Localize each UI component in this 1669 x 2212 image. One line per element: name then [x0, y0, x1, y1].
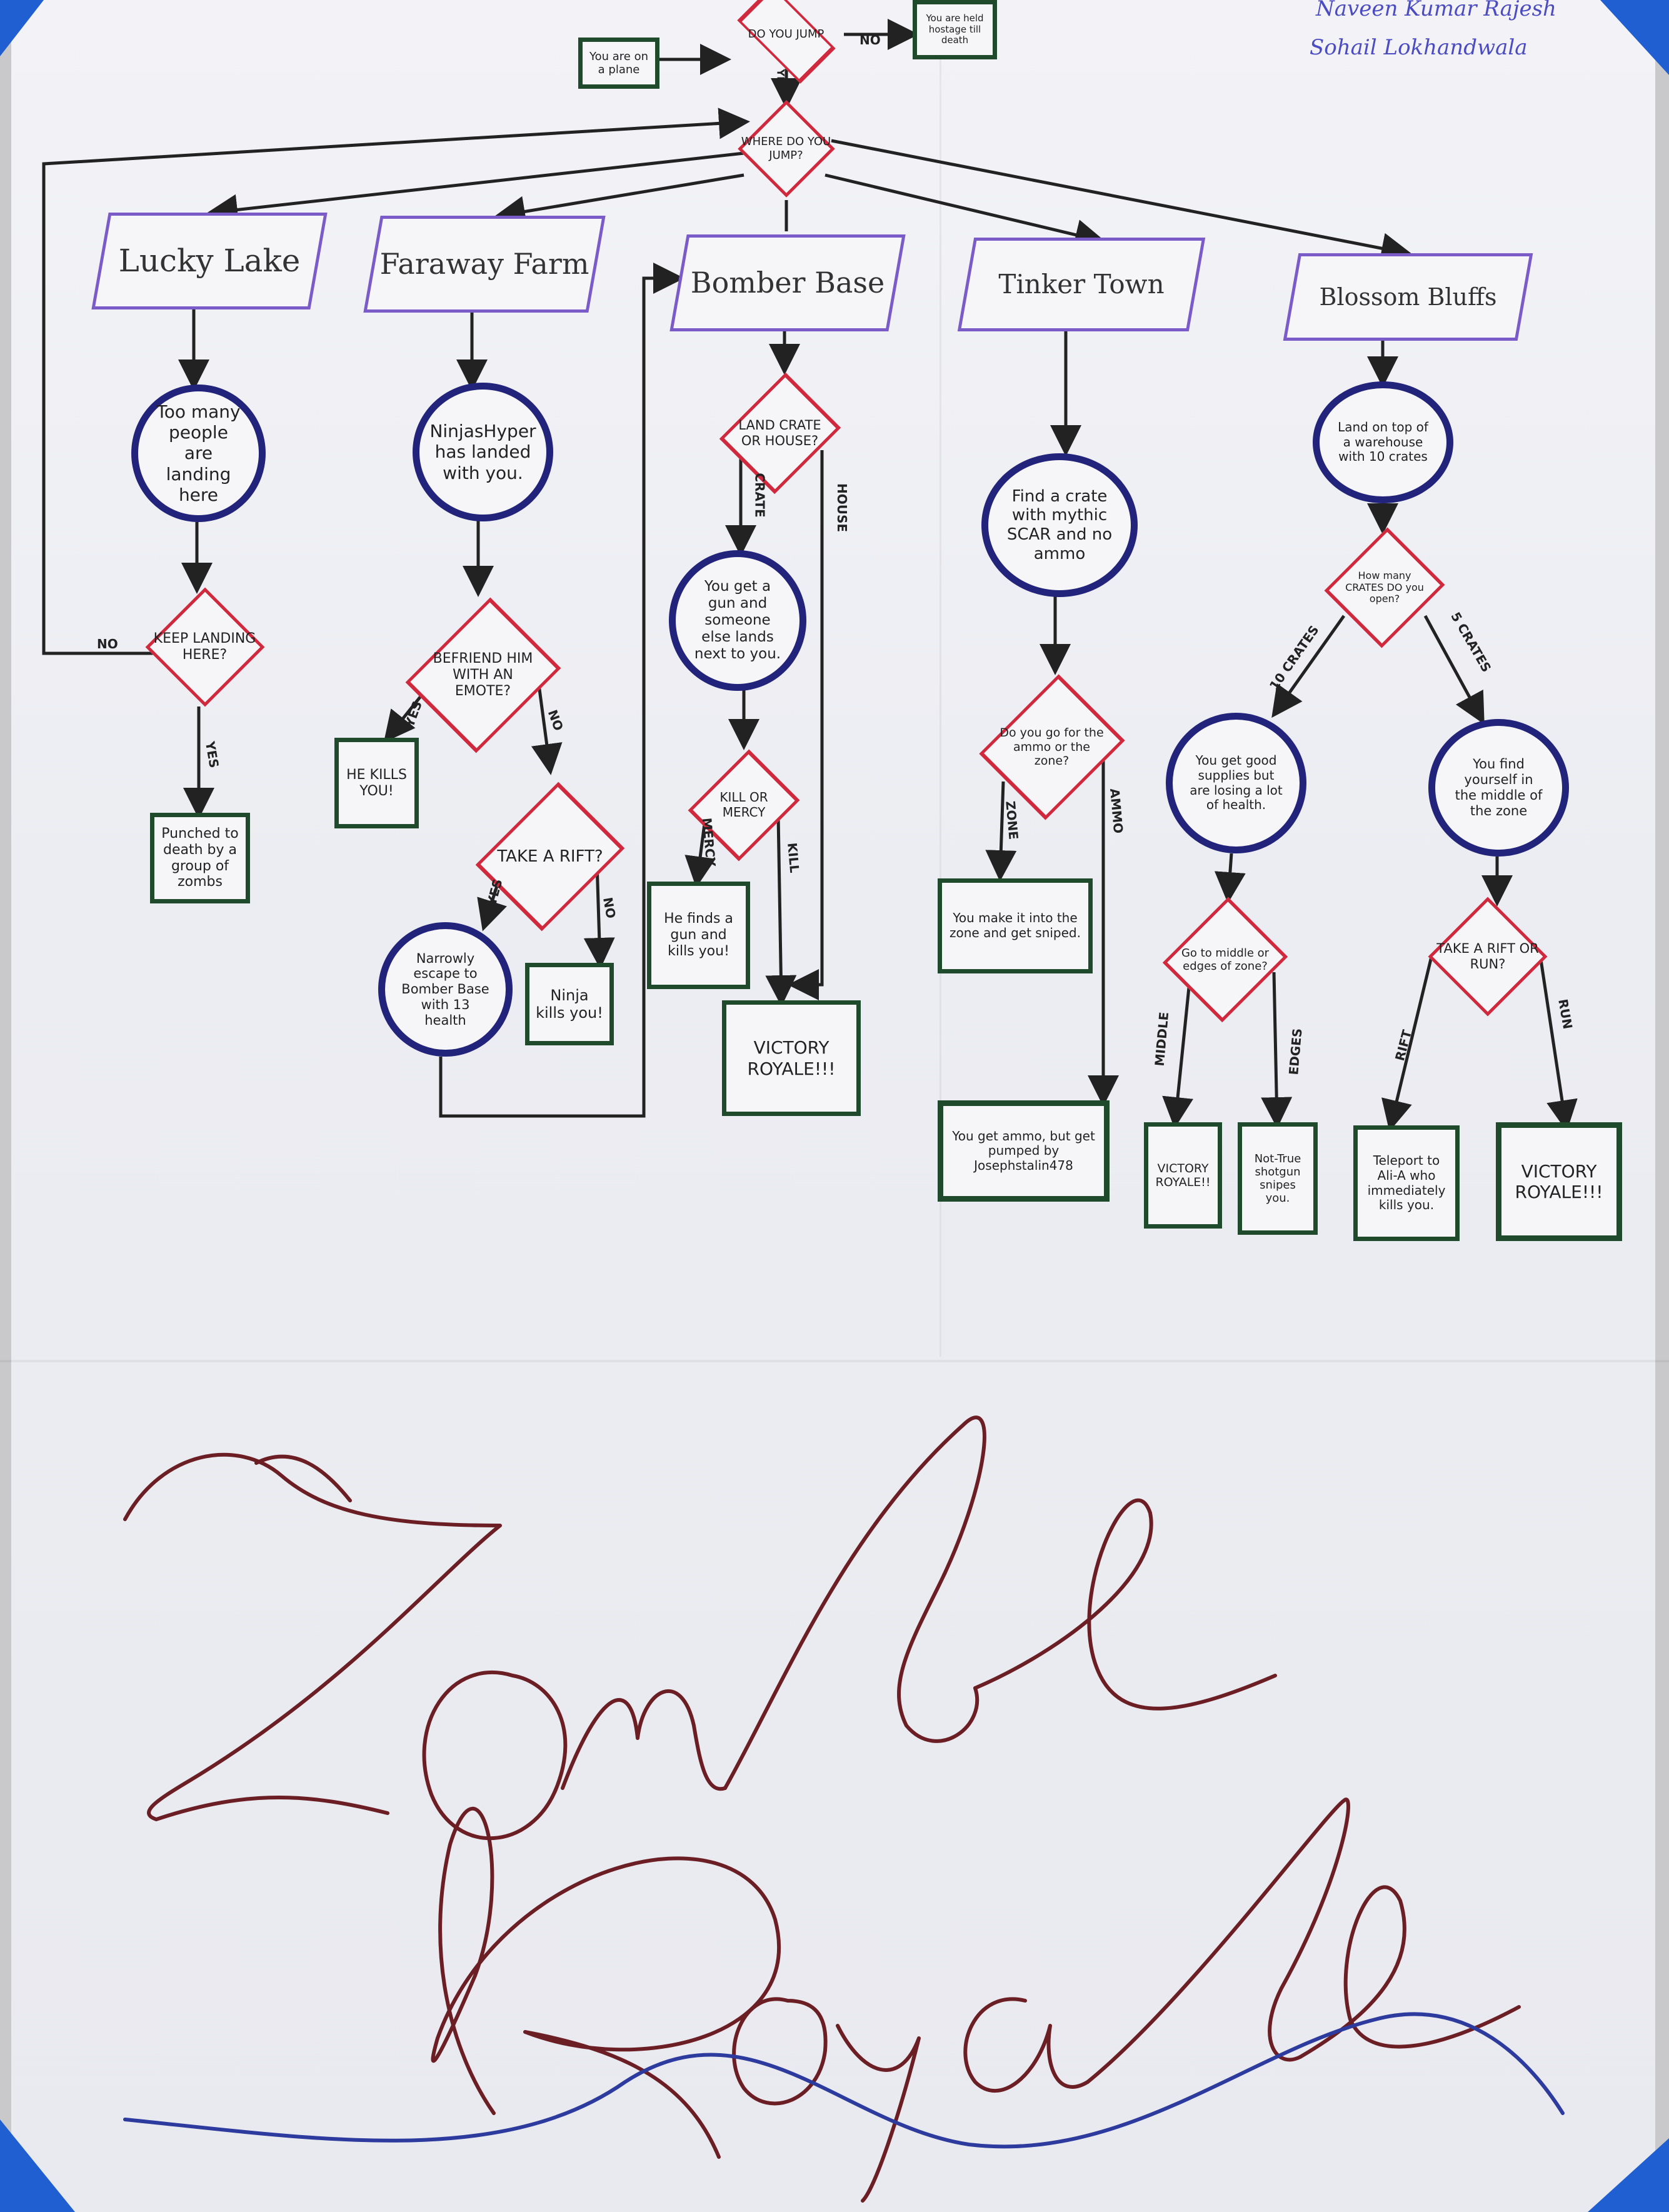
edge-land-house — [788, 450, 824, 1000]
edge-rift-no — [583, 862, 615, 969]
node-ff-kills: HE KILLS YOU! — [334, 738, 419, 828]
node-bl-q-middle: Go to middle or edges of zone? — [1162, 897, 1288, 1023]
node-ff-escape: Narrowly escape to Bomber Base with 13 h… — [378, 922, 513, 1057]
edge-where-blossom — [831, 139, 1413, 264]
edge-befriend-no — [531, 675, 563, 775]
node-ff-q-rift: TAKE A RIFT? — [475, 769, 625, 944]
node-bl-q-crates: How many CRATES DO you open? — [1324, 527, 1445, 648]
node-ff-ninjas: NinjasHyper has landed with you. — [413, 383, 553, 521]
node-ll-q-keep: KEEP LANDING HERE? — [145, 587, 264, 707]
node-bb-victory: VICTORY ROYALE!!! — [722, 1000, 861, 1116]
node-tt-sniped: You make it into the zone and get sniped… — [938, 878, 1093, 973]
node-held-hostage: You are held hostage till death — [913, 0, 997, 59]
node-bb-q-kill: KILL OR MERCY — [688, 744, 800, 866]
title-letter-e — [1298, 1885, 1521, 2059]
node-bl-supplies: You get good supplies but are losing a l… — [1166, 713, 1306, 853]
title-letter-o2 — [732, 1997, 828, 2106]
tape-top-left — [0, 0, 44, 56]
node-tt-pumped: You get ammo, but get pumped by Josephst… — [938, 1100, 1110, 1202]
node-tt-q-zone: Do you go for the ammo or the zone? — [978, 669, 1125, 825]
node-bb-finds-gun: He finds a gun and kills you! — [647, 882, 750, 989]
node-q-where: WHERE DO YOU JUMP? — [737, 99, 835, 198]
node-q-jump: DO YOU JUMP — [725, 0, 847, 84]
edge-rift — [1381, 956, 1433, 1132]
node-tt-crate: Find a crate with mythic SCAR and no amm… — [981, 453, 1138, 597]
edge-escape-bomber — [439, 263, 684, 1118]
paper-fold-line — [940, 0, 941, 1357]
title-letter-m — [561, 1689, 727, 1791]
author-name-2: Sohail Lokhandwala — [1310, 35, 1528, 60]
edge-keep-no-loop — [42, 108, 750, 655]
edge-where-tinker — [824, 173, 1106, 251]
author-name-1: Naveen Kumar Rajesh — [1316, 0, 1556, 21]
location-blossom-bluffs: Blossom Bluffs — [1283, 253, 1533, 341]
node-start: You are on a plane — [578, 38, 659, 89]
edge-where-farm — [494, 173, 744, 228]
edge-run — [1539, 959, 1578, 1132]
title-letter-z — [123, 1452, 502, 1821]
edge-zone — [985, 781, 1017, 882]
title-letter-r — [431, 1806, 781, 2159]
label-no-keep: NO — [97, 636, 118, 651]
node-ll-crowd: Too many people are landing here — [131, 385, 266, 522]
node-bl-victory-1: VICTORY ROYALE!! — [1144, 1122, 1222, 1229]
edge-kill — [765, 815, 797, 1007]
node-bl-zone: You find yourself in the middle of the z… — [1428, 719, 1569, 857]
location-faraway-farm: Faraway Farm — [363, 216, 606, 313]
location-bomber-base: Bomber Base — [669, 234, 906, 331]
edge-supplies-middle — [1214, 853, 1246, 903]
edge-edges — [1261, 972, 1293, 1129]
node-ff-ninja-kills: Ninja kills you! — [525, 963, 614, 1045]
paper-fold-line — [0, 1360, 1669, 1362]
title-letter-a — [963, 1997, 1090, 2093]
node-bl-q-rift: TAKE A RIFT OR RUN? — [1428, 897, 1548, 1017]
node-bb-gun: You get a gun and someone else lands nex… — [669, 550, 806, 691]
node-bl-sniped: Not-True shotgun snipes you. — [1238, 1122, 1318, 1235]
tape-bottom-left — [0, 2119, 75, 2212]
title-letter-z-hook — [254, 1454, 352, 1502]
location-tinker-town: Tinker Town — [957, 238, 1206, 331]
tape-top-right — [1600, 0, 1669, 75]
title-letter-o — [422, 1671, 568, 1841]
edge-five-crates — [1423, 615, 1485, 725]
title-wave-underline — [123, 2012, 1565, 2149]
title-letter-s — [973, 1498, 1277, 1711]
tape-bottom-right — [1588, 2138, 1669, 2212]
location-lucky-lake: Lucky Lake — [91, 213, 328, 309]
node-bl-land: Land on top of a warehouse with 10 crate… — [1313, 381, 1453, 503]
title-letter-b — [723, 1415, 986, 1790]
label-no-jump: NO — [860, 33, 881, 48]
title-letter-y — [836, 2024, 921, 2203]
edge-ten-crates — [1271, 615, 1346, 718]
edge-where-lucky — [206, 151, 744, 226]
title-letter-l — [1086, 1797, 1350, 2084]
edge-middle — [1162, 968, 1193, 1129]
node-ff-q-befriend: BEFRIEND HIM WITH AN EMOTE? — [405, 591, 561, 760]
node-bb-q-land: LAND CRATE OR HOUSE? — [719, 369, 841, 497]
node-ll-punched: Punched to death by a group of zombs — [150, 813, 250, 903]
node-bl-teleport: Teleport to Ali-A who immediately kills … — [1353, 1125, 1460, 1241]
node-bl-victory-2: VICTORY ROYALE!!! — [1496, 1122, 1622, 1241]
